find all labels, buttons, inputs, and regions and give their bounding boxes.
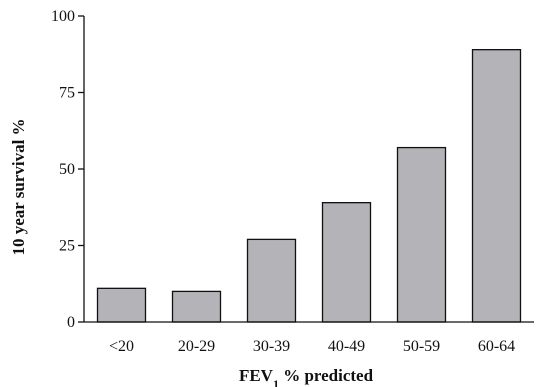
bar-1 bbox=[96, 287, 147, 323]
y-tick-label: 100 bbox=[51, 8, 75, 25]
bar-4 bbox=[321, 202, 372, 323]
x-tick-label: 20-29 bbox=[178, 338, 215, 355]
y-tick-label: 50 bbox=[59, 161, 75, 178]
bar-5 bbox=[396, 146, 447, 323]
x-tick-label: 50-59 bbox=[403, 338, 440, 355]
y-tick-label: 25 bbox=[59, 238, 75, 255]
y-axis-ticks: 0 25 50 75 100 bbox=[51, 8, 84, 331]
bar-3 bbox=[246, 238, 297, 323]
x-axis-tick-labels: <20 20-29 30-39 40-49 50-59 60-64 bbox=[109, 338, 515, 355]
x-tick-label: 60-64 bbox=[478, 338, 515, 355]
x-axis-title-subscript: 1 bbox=[273, 377, 279, 387]
y-tick-label: 75 bbox=[59, 85, 75, 102]
x-axis-title-rest: % predicted bbox=[279, 366, 374, 385]
bar-6 bbox=[471, 49, 522, 323]
x-axis-title-main: FEV bbox=[239, 366, 274, 385]
y-tick-label: 0 bbox=[67, 314, 75, 331]
y-axis-title: 10 year survival % bbox=[9, 118, 28, 255]
x-tick-label: 30-39 bbox=[253, 338, 290, 355]
bars bbox=[96, 49, 522, 323]
x-tick-label: 40-49 bbox=[328, 338, 365, 355]
x-axis-title: FEV1 % predicted bbox=[239, 366, 374, 387]
x-tick-label: <20 bbox=[109, 338, 134, 355]
bar-2 bbox=[171, 290, 222, 323]
